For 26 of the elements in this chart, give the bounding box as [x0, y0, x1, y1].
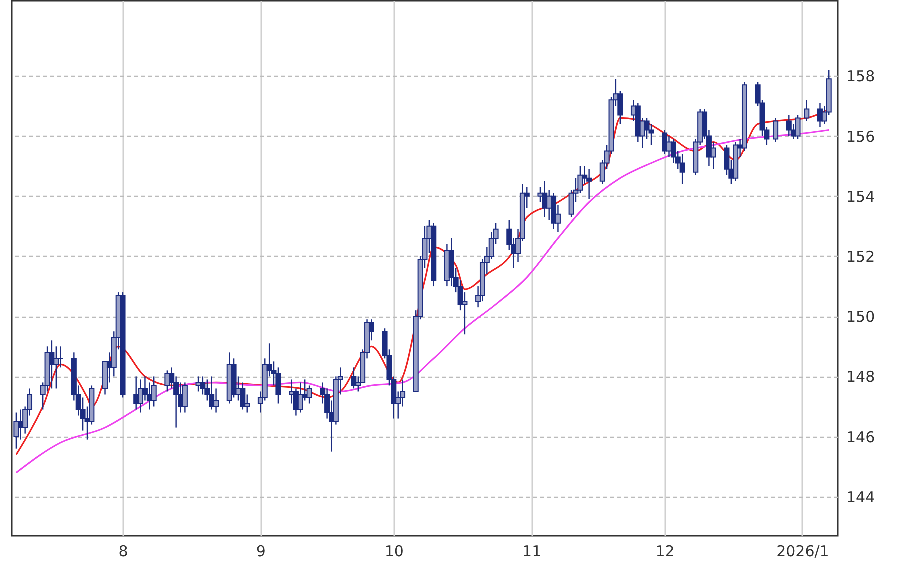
y-tick-label: 150	[846, 308, 876, 326]
candlestick	[804, 100, 810, 122]
candlestick	[14, 412, 20, 450]
candlestick	[795, 114, 801, 140]
candlestick	[786, 114, 792, 137]
y-tick-label: 158	[846, 68, 876, 86]
x-tick-label: 11	[522, 542, 542, 560]
candlestick	[680, 154, 686, 185]
candlestick	[773, 118, 779, 143]
x-tick-label: 2026/1	[776, 542, 830, 560]
candlestick	[298, 382, 304, 414]
candlestick	[182, 382, 188, 414]
x-tick-label: 12	[656, 542, 675, 560]
y-tick-label: 156	[846, 128, 876, 146]
candlestick	[662, 130, 668, 155]
candlestick	[49, 340, 55, 390]
y-tick-label: 146	[846, 428, 876, 446]
x-tick-label: 10	[384, 542, 404, 560]
y-tick-label: 144	[846, 488, 876, 506]
x-tick-label: 8	[118, 542, 128, 560]
candlestick	[151, 376, 157, 408]
y-tick-label: 152	[846, 248, 876, 266]
y-tick-label: 154	[846, 188, 876, 206]
x-tick-label: 9	[256, 542, 266, 560]
y-tick-label: 148	[846, 368, 876, 386]
candlestick	[351, 367, 357, 390]
